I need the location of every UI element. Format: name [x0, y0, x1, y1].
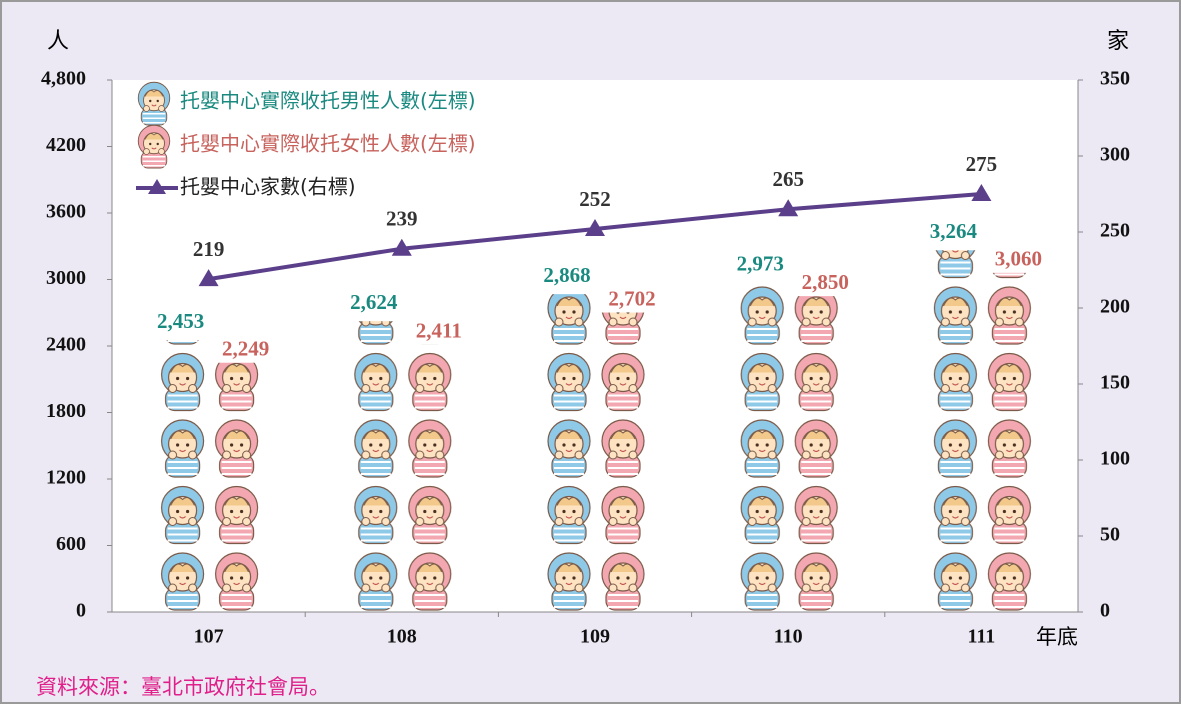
hand: [144, 149, 150, 155]
pictogram-bar: [352, 321, 400, 612]
y-tick-label: 3600: [46, 201, 86, 223]
value-label: 2,624: [350, 290, 398, 314]
x-tick-label: 110: [774, 626, 803, 648]
y2-tick-label: 50: [1100, 524, 1120, 546]
y2-tick-label: 200: [1100, 296, 1130, 318]
y2-tick-label: 150: [1100, 372, 1130, 394]
pictogram-bar: [599, 313, 647, 612]
value-label: 3,264: [930, 219, 978, 243]
value-label: 239: [386, 207, 418, 231]
value-label: 252: [579, 187, 611, 211]
x-tick-label: 107: [194, 626, 224, 648]
pictogram-bar: [213, 363, 261, 612]
y-tick-label: 1800: [46, 400, 86, 422]
y2-tick-label: 100: [1100, 448, 1130, 470]
y2-axis-title: 家: [1107, 29, 1129, 54]
legend-label: 托嬰中心實際收托男性人數(左標): [180, 89, 476, 113]
y2-tick-label: 300: [1100, 144, 1130, 166]
y-tick-label: 4,800: [41, 68, 86, 90]
y-tick-label: 4200: [46, 134, 86, 156]
baby-icon: [138, 125, 170, 168]
pictogram-bar: [159, 340, 207, 612]
hand: [144, 106, 150, 112]
value-label: 2,411: [416, 319, 462, 343]
x-axis-title: 年底: [1036, 625, 1078, 649]
source-note: 資料來源：臺北市政府社會局。: [36, 675, 330, 699]
y-tick-label: 2400: [46, 334, 86, 356]
value-label: 275: [966, 152, 998, 176]
pictogram-bar: [985, 273, 1033, 612]
legend-label: 托嬰中心實際收托女性人數(左標): [180, 132, 476, 156]
value-label: 2,702: [608, 286, 655, 310]
pictogram-bar: [545, 294, 593, 612]
value-label: 3,060: [995, 247, 1042, 271]
value-label: 2,453: [157, 309, 204, 333]
value-label: 2,868: [543, 263, 590, 287]
baby-icon: [138, 82, 170, 125]
y-tick-label: 600: [56, 533, 86, 555]
hand: [159, 149, 165, 155]
y2-tick-label: 0: [1100, 600, 1110, 622]
x-tick-label: 108: [387, 626, 417, 648]
value-label: 265: [772, 167, 804, 191]
value-label: 2,850: [802, 270, 849, 294]
eye: [157, 100, 159, 102]
y-tick-label: 0: [76, 600, 86, 622]
pictogram-bar: [792, 296, 840, 612]
hand: [159, 106, 165, 112]
y2-tick-label: 350: [1100, 68, 1130, 90]
eye: [149, 100, 151, 102]
y2-tick-label: 250: [1100, 220, 1130, 242]
value-label: 2,249: [222, 337, 269, 361]
pictogram-bar: [931, 250, 979, 612]
x-tick-label: 111: [968, 626, 996, 648]
y-axis-title: 人: [47, 29, 69, 54]
eye: [157, 143, 159, 145]
y-tick-label: 3000: [46, 267, 86, 289]
eye: [149, 143, 151, 145]
value-label: 2,973: [737, 251, 784, 275]
x-tick-label: 109: [580, 626, 610, 648]
chart: 人 家 年底 資料來源：臺北市政府社會局。 0 600 1200 1800 2400 30…: [0, 0, 1181, 704]
legend-icon: [138, 125, 170, 168]
pictogram-bar: [406, 345, 454, 612]
legend-icon: [138, 82, 170, 125]
y-tick-label: 1200: [46, 467, 86, 489]
legend-label: 托嬰中心家數(右標): [180, 175, 356, 199]
value-label: 219: [193, 237, 225, 261]
pictogram-bar: [738, 282, 786, 612]
